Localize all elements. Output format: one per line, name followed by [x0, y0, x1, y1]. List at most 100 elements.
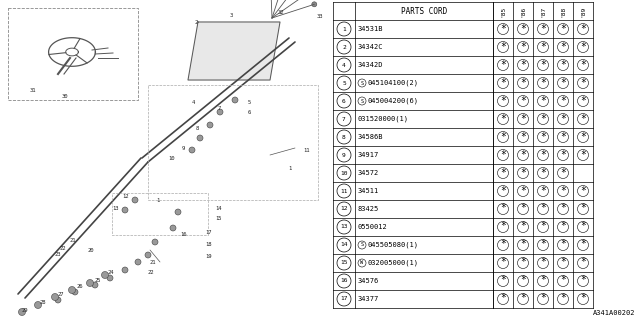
Text: 34511: 34511 [358, 188, 380, 194]
Text: *: * [520, 60, 526, 69]
Text: *: * [520, 293, 526, 303]
Text: 5: 5 [248, 100, 252, 105]
Text: *: * [580, 221, 586, 231]
Text: *: * [500, 23, 506, 34]
Text: *: * [560, 132, 566, 141]
Text: *: * [560, 221, 566, 231]
Text: *: * [560, 239, 566, 250]
Circle shape [107, 275, 113, 281]
Text: 9: 9 [182, 146, 185, 150]
Text: 6: 6 [248, 109, 252, 115]
Circle shape [135, 259, 141, 265]
Text: *: * [500, 95, 506, 106]
Text: 13: 13 [340, 225, 348, 229]
Text: *: * [540, 167, 546, 178]
Text: *: * [580, 23, 586, 34]
Polygon shape [188, 22, 280, 80]
Text: 6: 6 [342, 99, 346, 103]
Text: *: * [560, 42, 566, 52]
Text: 30: 30 [62, 93, 68, 99]
Text: 21: 21 [150, 260, 157, 265]
Text: *: * [540, 204, 546, 213]
Circle shape [145, 252, 151, 258]
Text: *: * [500, 221, 506, 231]
Text: *: * [540, 60, 546, 69]
Text: *: * [520, 167, 526, 178]
Text: *: * [580, 149, 586, 159]
Text: 031520000(1): 031520000(1) [358, 116, 409, 122]
Text: 8: 8 [196, 125, 199, 131]
Text: 15: 15 [340, 260, 348, 266]
Text: *: * [560, 276, 566, 285]
Text: 12: 12 [122, 195, 129, 199]
Text: *: * [500, 132, 506, 141]
Text: *: * [560, 95, 566, 106]
Text: 5: 5 [342, 81, 346, 85]
Text: *: * [540, 77, 546, 87]
Text: *: * [580, 42, 586, 52]
Text: 7: 7 [342, 116, 346, 122]
Text: *: * [580, 293, 586, 303]
Text: 15: 15 [215, 215, 221, 220]
Text: *: * [560, 167, 566, 178]
Text: *: * [520, 276, 526, 285]
Text: *: * [540, 221, 546, 231]
Text: *: * [580, 258, 586, 268]
Text: *: * [560, 149, 566, 159]
Text: 14: 14 [340, 243, 348, 247]
Text: 21: 21 [70, 237, 77, 243]
Text: 10: 10 [168, 156, 175, 161]
Circle shape [72, 289, 78, 295]
Circle shape [175, 209, 181, 215]
Text: *: * [560, 258, 566, 268]
Text: 16: 16 [340, 278, 348, 284]
Text: 11: 11 [340, 188, 348, 194]
Text: *: * [580, 114, 586, 124]
Text: *: * [500, 293, 506, 303]
Text: *: * [520, 95, 526, 106]
Text: 20: 20 [88, 247, 95, 252]
Circle shape [68, 286, 76, 293]
Text: 32: 32 [278, 10, 285, 14]
Text: 29: 29 [22, 308, 29, 313]
Text: 1: 1 [342, 27, 346, 31]
Text: *: * [540, 42, 546, 52]
Text: 22: 22 [148, 269, 154, 275]
Text: S: S [360, 243, 364, 247]
Text: 7: 7 [218, 106, 221, 110]
Text: *: * [580, 186, 586, 196]
Circle shape [132, 197, 138, 203]
Text: *: * [560, 114, 566, 124]
Circle shape [217, 109, 223, 115]
Text: *: * [540, 149, 546, 159]
Text: 28: 28 [40, 300, 47, 305]
Text: 2: 2 [195, 20, 198, 25]
Text: 23: 23 [55, 252, 61, 258]
Text: *: * [500, 149, 506, 159]
Text: 9: 9 [342, 153, 346, 157]
Text: *: * [500, 186, 506, 196]
Text: 12: 12 [340, 206, 348, 212]
Text: 11: 11 [303, 148, 310, 153]
Text: 83425: 83425 [358, 206, 380, 212]
Text: *: * [520, 114, 526, 124]
Text: 10: 10 [340, 171, 348, 175]
Text: 34342C: 34342C [358, 44, 383, 50]
Text: *: * [560, 186, 566, 196]
Text: *: * [500, 167, 506, 178]
Text: 045004200(6): 045004200(6) [368, 98, 419, 104]
Text: 34917: 34917 [358, 152, 380, 158]
Text: *: * [580, 132, 586, 141]
Text: 16: 16 [180, 233, 186, 237]
Text: 4: 4 [342, 62, 346, 68]
Text: 0550012: 0550012 [358, 224, 388, 230]
Text: *: * [560, 293, 566, 303]
Text: *: * [540, 132, 546, 141]
Text: 25: 25 [95, 277, 102, 283]
Text: *: * [520, 239, 526, 250]
Text: 1: 1 [156, 197, 159, 203]
Text: '87: '87 [541, 5, 545, 17]
Circle shape [189, 147, 195, 153]
Text: *: * [580, 77, 586, 87]
Text: S: S [360, 99, 364, 103]
